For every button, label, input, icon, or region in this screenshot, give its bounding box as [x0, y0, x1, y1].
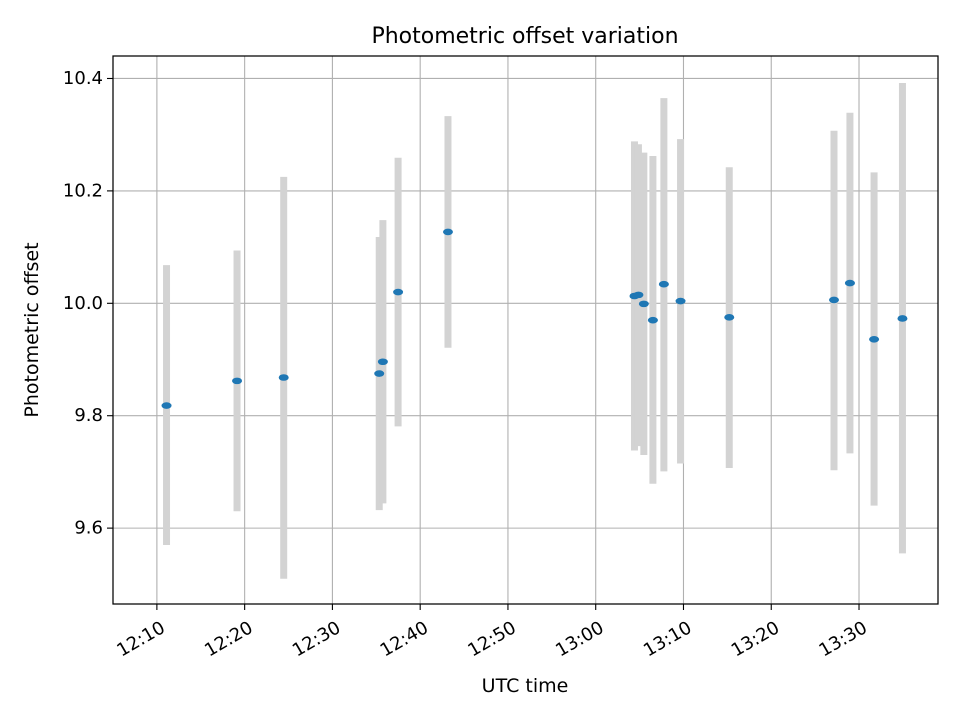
- chart-title: Photometric offset variation: [371, 24, 678, 49]
- data-point: [278, 374, 289, 381]
- plot-frame: [112, 55, 939, 605]
- ticks: 12:10 12:20 12:30 12:40 12:50 13:00 13:10 13:20…: [63, 68, 871, 661]
- x-tick-label: 12:50: [464, 617, 519, 661]
- data-points: [161, 228, 908, 409]
- grid: [113, 56, 938, 604]
- x-tick-label: 13:20: [728, 617, 783, 661]
- x-axis-label: UTC time: [482, 675, 569, 697]
- y-tick-label: 9.6: [74, 518, 103, 539]
- x-tick-label: 12:20: [201, 617, 256, 661]
- y-tick-label: 10.2: [63, 180, 103, 201]
- y-tick-label: 10.4: [63, 68, 103, 89]
- x-tick-label: 13:10: [640, 617, 695, 661]
- data-point: [442, 228, 453, 236]
- data-point: [647, 316, 658, 324]
- data-point: [675, 297, 686, 305]
- errorbars: [163, 82, 906, 579]
- data-point: [844, 279, 855, 287]
- y-axis-label: Photometric offset: [21, 242, 43, 417]
- data-point: [897, 315, 908, 322]
- y-tick-label: 10.0: [63, 293, 103, 314]
- y-tick-label: 9.8: [74, 405, 103, 426]
- data-point: [393, 288, 404, 296]
- data-point: [232, 377, 243, 385]
- data-point: [633, 291, 644, 299]
- x-tick-label: 12:40: [377, 617, 432, 661]
- x-tick-label: 12:30: [289, 617, 344, 661]
- data-point: [374, 370, 385, 377]
- x-tick-label: 13:30: [815, 617, 870, 661]
- data-point: [658, 280, 669, 288]
- data-point: [161, 402, 172, 409]
- data-point: [638, 300, 649, 308]
- x-tick-label: 13:00: [552, 617, 607, 661]
- data-point: [869, 335, 880, 343]
- data-point: [828, 296, 839, 304]
- data-point: [724, 314, 735, 321]
- data-point: [377, 358, 388, 366]
- x-tick-label: 12:10: [113, 617, 168, 661]
